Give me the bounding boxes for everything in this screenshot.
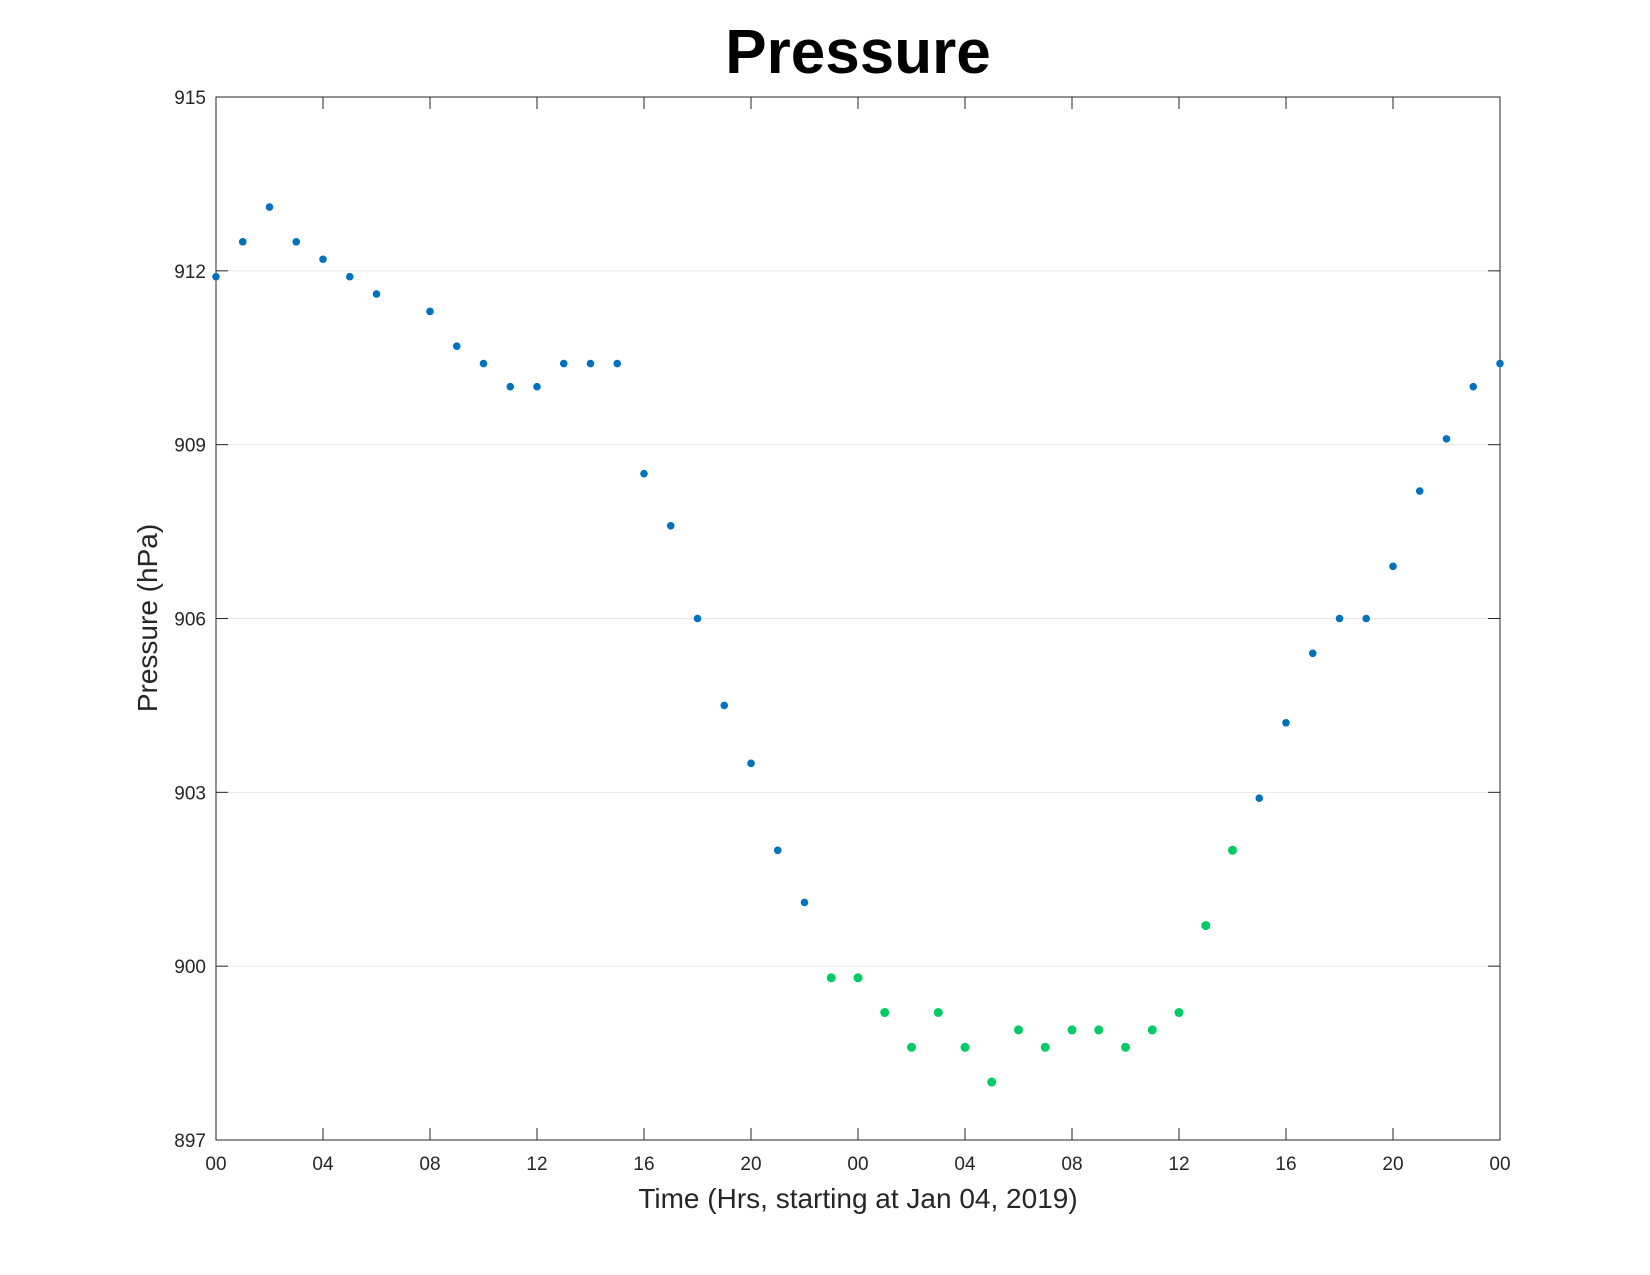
data-point [853,973,863,983]
data-point [559,359,568,368]
chart-title: Pressure [725,18,990,87]
data-point [720,701,729,710]
data-point [372,290,381,298]
x-tick-label: 04 [954,1154,976,1175]
y-tick-label: 915 [174,88,206,109]
data-point [826,973,836,983]
y-tick-label: 906 [174,610,206,631]
plot-area-frame [215,96,1501,1141]
x-tick-label: 12 [526,1154,547,1175]
data-point [1308,649,1317,658]
data-point [319,255,327,264]
data-point [1228,845,1237,855]
x-tick-label: 20 [1382,1154,1403,1175]
data-point [800,898,809,907]
data-point [1442,435,1451,443]
data-point [640,469,648,478]
data-point [880,1008,890,1018]
data-point [533,382,541,391]
x-tick-label: 00 [1489,1154,1510,1175]
y-tick-label: 912 [174,262,206,283]
y-tick-labels: 897 900 903 906 909 912 915 [174,88,206,1152]
data-point [238,238,247,246]
data-point [1415,487,1424,495]
x-axis-label: Time (Hrs, starting at Jan 04, 2019) [638,1183,1077,1214]
data-point [987,1077,997,1087]
data-point [479,359,488,368]
data-point [1469,382,1478,391]
data-point [292,238,301,246]
y-tick-label: 903 [174,783,206,804]
data-point [1389,562,1397,571]
y-tick-label: 897 [174,1131,206,1152]
data-point [1201,921,1211,931]
x-tick-label: 16 [1275,1154,1296,1175]
x-tick-labels: 00 04 08 12 16 20 00 04 08 12 16 20 00 [205,1154,1510,1175]
x-tick-label: 20 [740,1154,761,1175]
data-point [773,846,782,855]
data-point [1014,1025,1023,1035]
x-tick-label: 04 [312,1154,334,1175]
data-point [452,342,461,350]
y-tick-label: 900 [174,957,206,978]
data-point [613,359,622,368]
data-point [1282,719,1290,727]
data-point [1362,614,1371,623]
data-points [212,203,1504,1087]
x-tick-label: 08 [1061,1154,1082,1175]
data-point [907,1042,916,1052]
data-point [1147,1025,1157,1035]
data-point [1496,359,1504,368]
data-point [960,1042,970,1052]
data-point [426,307,434,316]
grid-lines [216,270,1500,967]
data-point [345,272,354,281]
x-tick-label: 16 [633,1154,654,1175]
x-tick-label: 00 [205,1154,226,1175]
data-point [1094,1025,1104,1035]
data-point [1174,1008,1184,1018]
data-point [1335,614,1344,623]
y-axis-label: Pressure (hPa) [132,524,163,712]
data-point [747,759,755,768]
x-tick-label: 00 [847,1154,868,1175]
data-point [933,1008,943,1018]
data-point [693,614,702,623]
data-point [1255,794,1264,802]
data-point [666,521,675,530]
data-point [506,382,515,391]
data-point [586,359,595,368]
data-point [265,203,274,211]
data-point [1040,1042,1050,1052]
x-tick-label: 08 [419,1154,440,1175]
x-tick-label: 12 [1168,1154,1189,1175]
data-point [1067,1025,1077,1035]
data-point [1121,1042,1130,1052]
data-point [212,272,220,281]
y-tick-label: 909 [174,436,206,457]
